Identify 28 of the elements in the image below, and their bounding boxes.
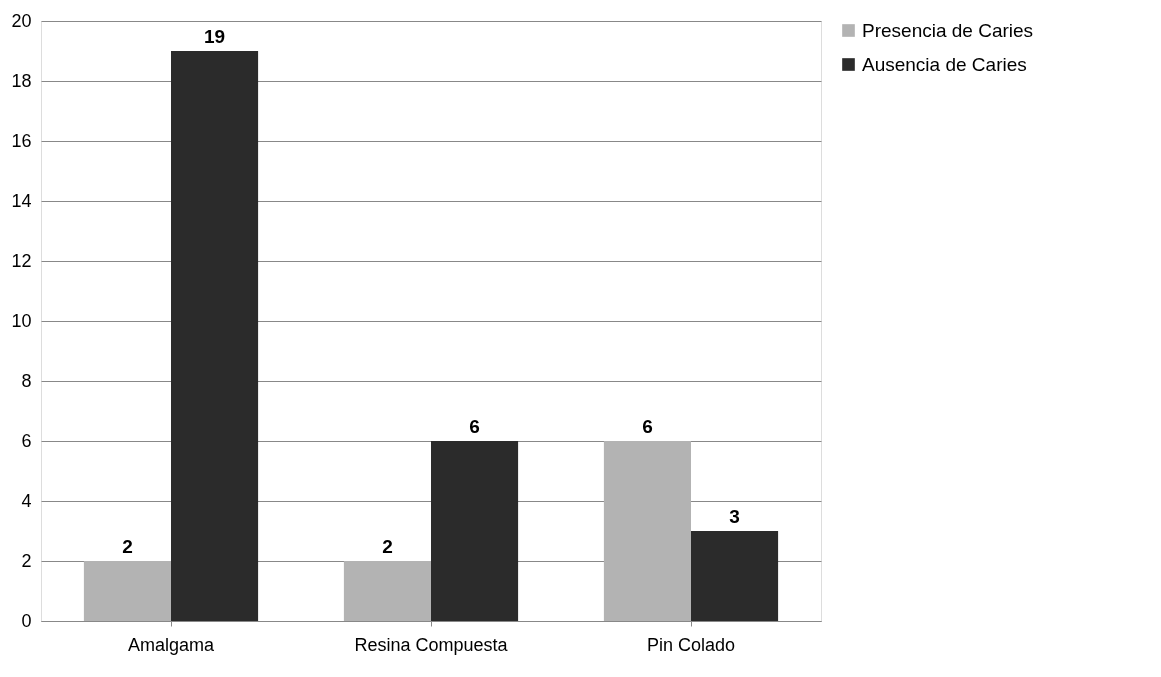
- bar: [431, 441, 519, 621]
- x-tick-label: Resina Compuesta: [354, 634, 509, 655]
- bar: [603, 441, 691, 621]
- y-tick-label: 14: [11, 190, 32, 211]
- bar: [83, 561, 171, 621]
- legend-label: Presencia de Caries: [862, 19, 1034, 41]
- y-tick-label: 6: [21, 430, 32, 451]
- y-tick-label: 16: [11, 130, 32, 151]
- data-label: 2: [122, 536, 133, 557]
- data-label: 3: [729, 506, 740, 527]
- data-label: 6: [642, 416, 653, 437]
- y-tick-label: 10: [11, 310, 32, 331]
- y-tick-label: 18: [11, 70, 32, 91]
- bar: [171, 51, 259, 621]
- y-tick-label: 4: [21, 490, 32, 511]
- x-tick-label: Amalgama: [127, 634, 215, 655]
- bar: [343, 561, 431, 621]
- data-label: 6: [469, 416, 480, 437]
- legend-label: Ausencia de Caries: [862, 53, 1027, 75]
- bar: [691, 531, 779, 621]
- data-label: 2: [382, 536, 393, 557]
- y-tick-label: 2: [21, 550, 32, 571]
- data-label: 19: [203, 26, 226, 47]
- y-tick-label: 20: [11, 10, 32, 31]
- x-tick-label: Pin Colado: [646, 634, 736, 655]
- y-tick-label: 12: [11, 250, 32, 271]
- y-tick-label: 0: [21, 610, 32, 631]
- y-tick-label: 8: [21, 370, 32, 391]
